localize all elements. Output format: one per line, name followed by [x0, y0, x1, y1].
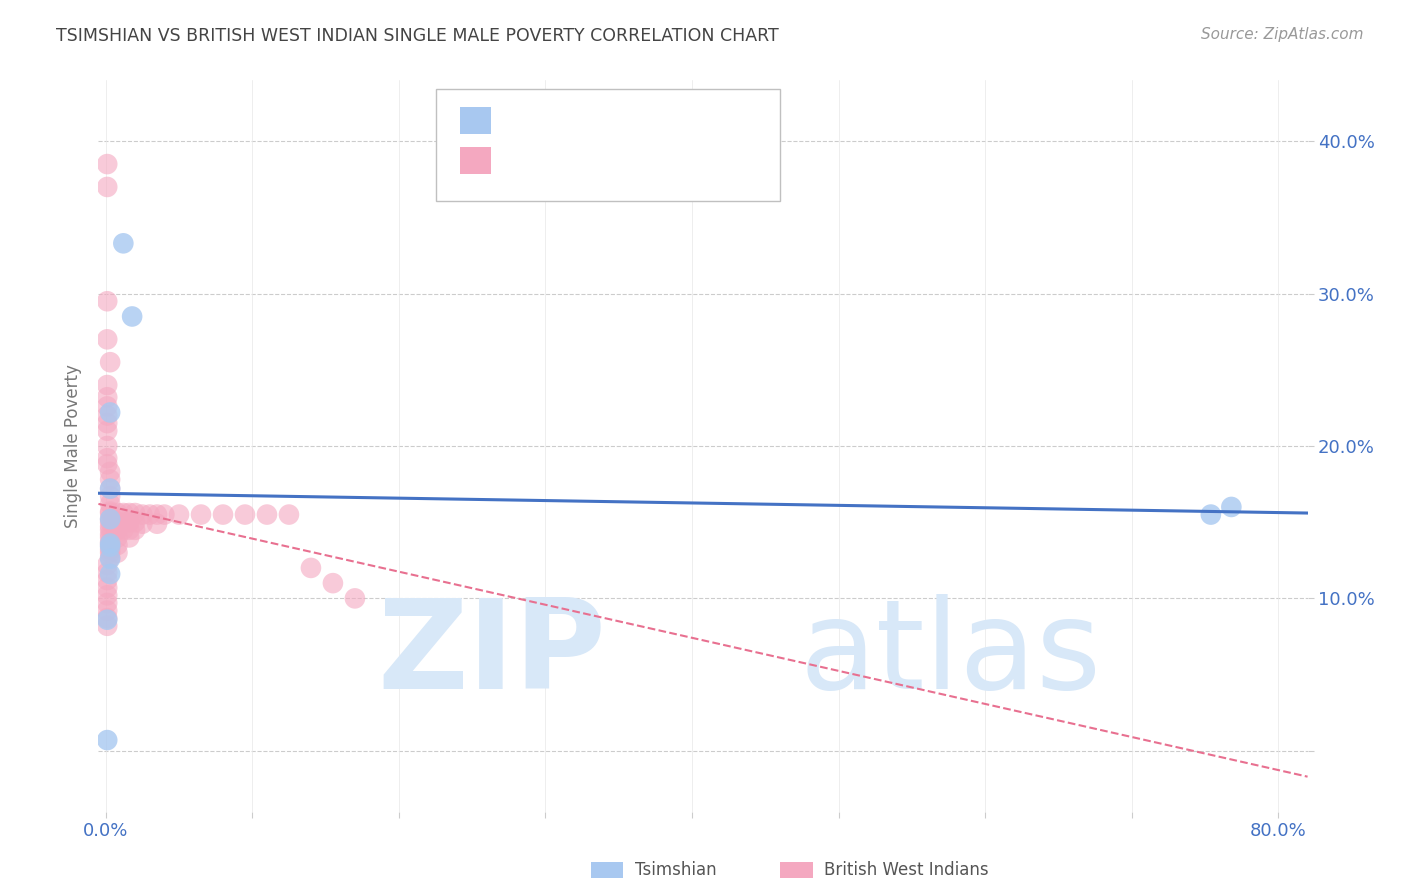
- Point: [98, 405, 121, 419]
- Point: [98, 540, 121, 554]
- Text: atlas: atlas: [800, 594, 1102, 715]
- Point: [118, 523, 141, 537]
- Point: [112, 515, 135, 529]
- Point: [98, 515, 121, 529]
- Point: [107, 530, 129, 544]
- Point: [121, 310, 143, 324]
- Point: [96, 180, 118, 194]
- Point: [112, 523, 135, 537]
- Point: [212, 508, 235, 522]
- Point: [96, 378, 118, 392]
- Point: [98, 523, 121, 537]
- Point: [1220, 500, 1243, 514]
- Point: [98, 355, 121, 369]
- Point: [190, 508, 212, 522]
- Point: [98, 546, 121, 560]
- Text: British West Indians: British West Indians: [824, 861, 988, 879]
- Point: [96, 596, 118, 610]
- Point: [299, 561, 322, 575]
- Point: [107, 506, 129, 520]
- Point: [167, 508, 190, 522]
- Point: [153, 508, 176, 522]
- Point: [118, 530, 141, 544]
- Point: [1199, 508, 1222, 522]
- Point: [98, 465, 121, 479]
- Point: [118, 515, 141, 529]
- Point: [98, 536, 121, 550]
- Point: [112, 506, 135, 520]
- Point: [98, 551, 121, 566]
- Point: [98, 567, 121, 582]
- Text: TSIMSHIAN VS BRITISH WEST INDIAN SINGLE MALE POVERTY CORRELATION CHART: TSIMSHIAN VS BRITISH WEST INDIAN SINGLE …: [56, 27, 779, 45]
- Text: ZIP: ZIP: [378, 594, 606, 715]
- Point: [322, 576, 344, 591]
- Point: [112, 236, 135, 251]
- Point: [107, 538, 129, 552]
- Point: [107, 546, 129, 560]
- Y-axis label: Single Male Poverty: Single Male Poverty: [65, 364, 83, 528]
- Point: [98, 506, 121, 520]
- Point: [96, 613, 118, 627]
- Point: [146, 508, 169, 522]
- Text: Tsimshian: Tsimshian: [634, 861, 716, 879]
- Point: [96, 390, 118, 404]
- Point: [146, 516, 169, 531]
- Point: [98, 489, 121, 503]
- Point: [96, 611, 118, 625]
- Point: [96, 424, 118, 438]
- Point: [118, 506, 141, 520]
- Point: [107, 523, 129, 537]
- Text: Source: ZipAtlas.com: Source: ZipAtlas.com: [1201, 27, 1364, 42]
- Point: [233, 508, 256, 522]
- Point: [96, 451, 118, 466]
- Point: [98, 538, 121, 552]
- Point: [98, 473, 121, 487]
- Point: [138, 508, 160, 522]
- Point: [278, 508, 301, 522]
- Point: [98, 482, 121, 496]
- Point: [98, 530, 121, 544]
- Point: [96, 439, 118, 453]
- Point: [96, 294, 118, 309]
- Point: [98, 497, 121, 511]
- Point: [96, 416, 118, 430]
- Point: [98, 520, 121, 534]
- Point: [96, 619, 118, 633]
- Point: [124, 506, 146, 520]
- Point: [343, 591, 366, 606]
- Point: [124, 523, 146, 537]
- Point: [96, 733, 118, 747]
- Point: [96, 409, 118, 423]
- Point: [98, 512, 121, 526]
- Point: [107, 515, 129, 529]
- Point: [96, 157, 118, 171]
- Text: R = -0.088   N = 72: R = -0.088 N = 72: [510, 152, 688, 169]
- Point: [96, 573, 118, 587]
- Point: [96, 603, 118, 617]
- Point: [98, 527, 121, 541]
- Point: [98, 504, 121, 518]
- Point: [131, 508, 153, 522]
- Point: [96, 400, 118, 414]
- Point: [98, 542, 121, 557]
- Point: [124, 515, 146, 529]
- Point: [96, 558, 118, 572]
- Point: [96, 588, 118, 602]
- Point: [131, 516, 153, 531]
- Text: R = -0.047   N = 13: R = -0.047 N = 13: [510, 112, 688, 129]
- Point: [98, 512, 121, 526]
- Point: [96, 566, 118, 580]
- Point: [256, 508, 278, 522]
- Point: [98, 550, 121, 565]
- Point: [98, 482, 121, 496]
- Point: [96, 457, 118, 471]
- Point: [98, 535, 121, 549]
- Point: [96, 581, 118, 595]
- Point: [96, 332, 118, 346]
